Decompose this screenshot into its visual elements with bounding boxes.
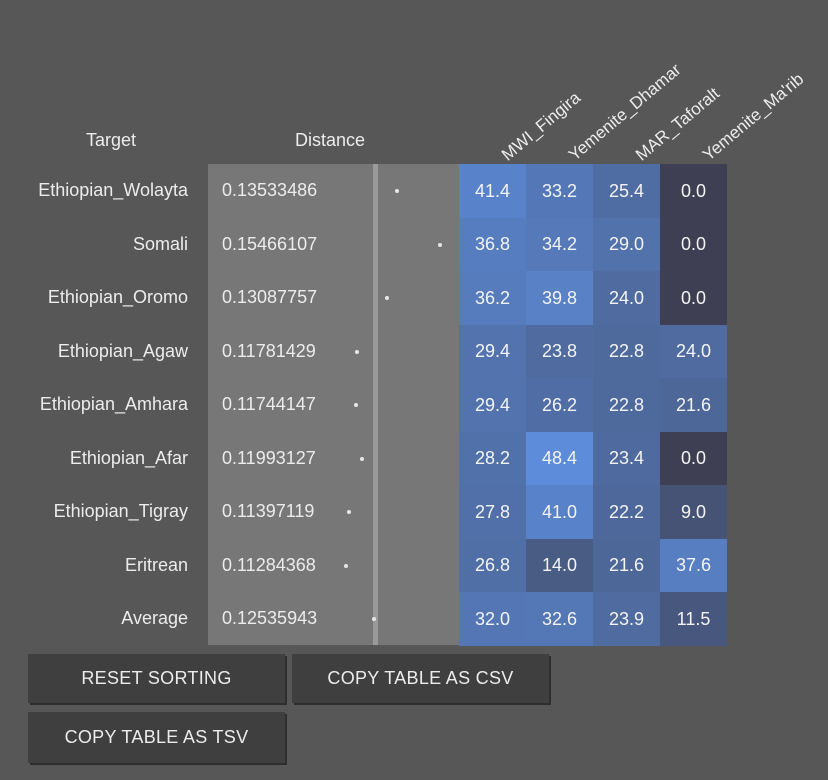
heatmap-cell: 39.8: [526, 271, 593, 325]
heatmap-cell: 28.2: [459, 431, 526, 486]
column-header-yemenite-dhamar[interactable]: Yemenite_Dhamar: [565, 59, 685, 165]
row-distance-value: 0.15466107: [222, 233, 318, 254]
row-distance-value: 0.11397119: [222, 501, 315, 521]
heatmap-cell: 29.0: [593, 217, 660, 272]
distance-marker: [438, 242, 442, 247]
heatmap-cell: 34.2: [526, 217, 593, 272]
row-distance-value: 0.11284368: [222, 554, 316, 575]
row-distance-value: 0.11781429: [222, 340, 316, 361]
row-target-label: Eritrean: [124, 554, 188, 575]
heatmap-cell: 32.0: [459, 592, 526, 646]
distance-marker: [360, 456, 364, 461]
heatmap-cell: 22.2: [593, 485, 660, 539]
heatmap-cell: 22.8: [593, 378, 660, 432]
heatmap-cell: 0.0: [660, 164, 727, 218]
row-target-label: Ethiopian_Wolayta: [38, 180, 188, 200]
heatmap-cell: 23.9: [593, 592, 660, 646]
distance-marker: [354, 403, 358, 407]
target-column-header[interactable]: Target: [86, 130, 137, 150]
heatmap-cell: 0.0: [660, 217, 727, 272]
heatmap-cell: 29.4: [459, 378, 526, 432]
heatmap-cell: 0.0: [660, 431, 727, 486]
row-distance-value: 0.11993127: [222, 447, 316, 468]
heatmap-cell: 24.0: [593, 271, 660, 325]
copy-table-tsv-button[interactable]: COPY TABLE AS TSV: [28, 712, 285, 763]
heatmap-cell: 21.6: [593, 538, 660, 593]
heatmap-cell: 11.5: [660, 592, 727, 646]
heatmap-cell: 29.4: [459, 324, 526, 379]
row-target-label: Somali: [132, 233, 188, 254]
row-target-label: Ethiopian_Amhara: [39, 394, 188, 414]
row-target-label: Ethiopian_Tigray: [53, 501, 188, 521]
distance-marker: [385, 296, 389, 300]
heatmap-cell: 21.6: [660, 378, 727, 432]
distance-marker: [347, 510, 351, 514]
heatmap-cell: 0.0: [660, 271, 727, 325]
heatmap-cell: 25.4: [593, 164, 660, 218]
heatmap-cell: 24.0: [660, 324, 727, 379]
row-target-label: Average: [121, 608, 188, 628]
heatmap-cell: 33.2: [526, 164, 593, 218]
row-target-label: Ethiopian_Oromo: [47, 287, 188, 307]
heatmap-cell: 26.8: [459, 538, 526, 593]
heatmap-cell: 9.0: [660, 485, 727, 539]
column-header-yemenite-marib[interactable]: Yemenite_Ma'rib: [699, 69, 808, 165]
heatmap-cell: 32.6: [526, 592, 593, 646]
row-distance-value: 0.11744147: [222, 394, 316, 414]
heatmap-cell: 23.8: [526, 324, 593, 379]
distance-marker: [344, 563, 348, 568]
heatmap-cell: 41.4: [459, 164, 526, 218]
distance-marker: [355, 349, 359, 354]
heatmap-cell: 26.2: [526, 378, 593, 432]
average-distance-line: [373, 164, 378, 645]
heatmap-cell: 27.8: [459, 485, 526, 539]
heatmap-cell: 37.6: [660, 538, 727, 593]
row-target-label: Ethiopian_Afar: [69, 447, 188, 468]
distance-column-header[interactable]: Distance: [295, 130, 366, 150]
row-target-label: Ethiopian_Agaw: [57, 340, 188, 361]
heatmap-cell: 36.8: [459, 217, 526, 272]
row-distance-value: 0.13533486: [222, 180, 318, 200]
distance-panel: [208, 164, 460, 645]
heatmap-cell: 41.0: [526, 485, 593, 539]
reset-sorting-button[interactable]: RESET SORTING: [28, 654, 285, 703]
heatmap-cell: 22.8: [593, 324, 660, 379]
distance-marker: [395, 189, 399, 193]
row-distance-value: 0.13087757: [222, 287, 318, 307]
row-distance-value: 0.12535943: [222, 608, 318, 628]
heatmap-cell: 48.4: [526, 431, 593, 486]
copy-table-csv-button[interactable]: COPY TABLE AS CSV: [292, 654, 549, 703]
heatmap-cell: 23.4: [593, 431, 660, 486]
heatmap-cell: 36.2: [459, 271, 526, 325]
heatmap-cell: 14.0: [526, 538, 593, 593]
distance-marker: [372, 617, 376, 621]
